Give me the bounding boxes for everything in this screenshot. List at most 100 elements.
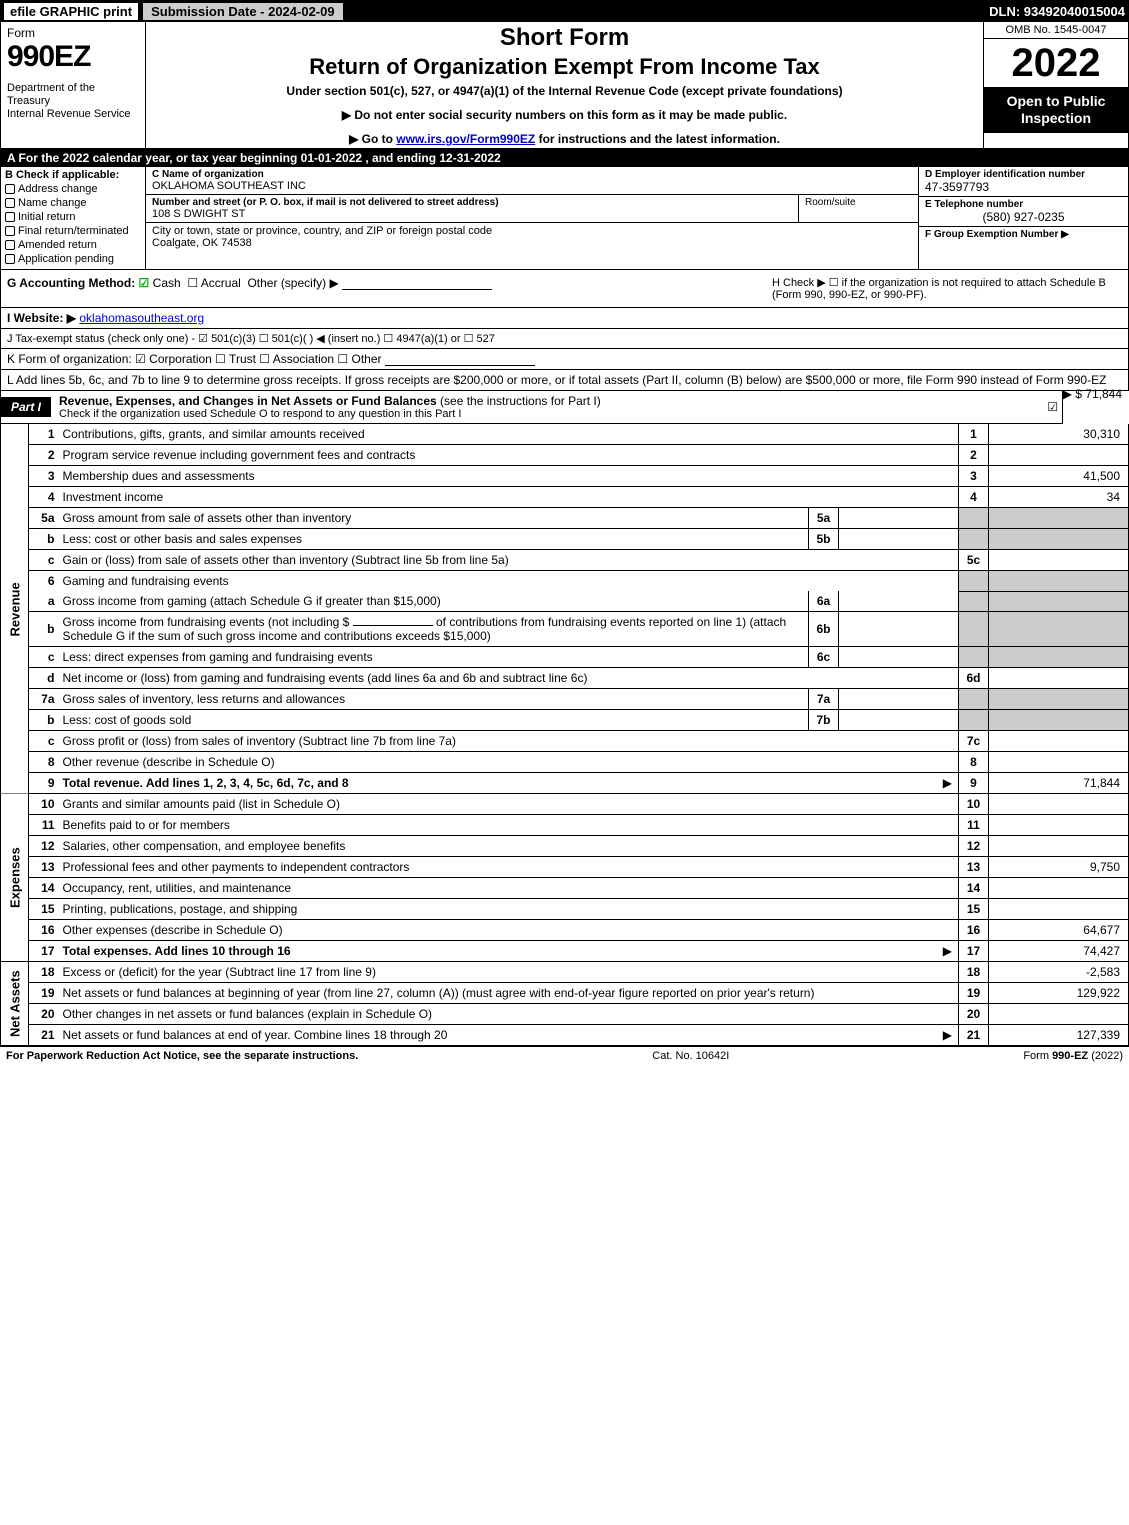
sub-val[interactable] — [839, 689, 959, 710]
num-shade — [959, 689, 989, 710]
row-l-gross-receipts: L Add lines 5b, 6c, and 7b to line 9 to … — [0, 370, 1129, 391]
schedule-o-check[interactable]: ☑ — [1044, 400, 1062, 414]
sub-val[interactable] — [839, 591, 959, 612]
part1-tab: Part I — [1, 397, 51, 417]
row-i-website: I Website: ▶ oklahomasoutheast.org — [0, 308, 1129, 329]
num: 2 — [959, 445, 989, 466]
num: 21 — [959, 1025, 989, 1046]
chk-address-change[interactable] — [5, 184, 15, 194]
num-shade — [959, 710, 989, 731]
omb-number: OMB No. 1545-0047 — [984, 22, 1128, 39]
desc: Salaries, other compensation, and employ… — [63, 839, 346, 853]
ln: 10 — [29, 794, 57, 815]
val: 34 — [989, 487, 1129, 508]
ln: 14 — [29, 878, 57, 899]
desc: Investment income — [63, 490, 164, 504]
val — [989, 752, 1129, 773]
val — [989, 815, 1129, 836]
val-shade — [989, 647, 1129, 668]
col-c-org: C Name of organization OKLAHOMA SOUTHEAS… — [146, 167, 918, 269]
num: 5c — [959, 550, 989, 571]
part1-table: Revenue 1 Contributions, gifts, grants, … — [0, 424, 1129, 1046]
chk-amended-return[interactable] — [5, 240, 15, 250]
ln: c — [29, 731, 57, 752]
chk-final-return[interactable] — [5, 226, 15, 236]
desc: Gain or (loss) from sale of assets other… — [63, 553, 509, 567]
desc: Excess or (deficit) for the year (Subtra… — [63, 965, 376, 979]
sub-val[interactable] — [839, 612, 959, 647]
desc: Benefits paid to or for members — [63, 818, 230, 832]
row-j-tax-exempt: J Tax-exempt status (check only one) - ☑… — [0, 329, 1129, 349]
desc: Printing, publications, postage, and shi… — [63, 902, 298, 916]
val — [989, 836, 1129, 857]
header-center: Short Form Return of Organization Exempt… — [146, 22, 983, 148]
sub-val[interactable] — [839, 710, 959, 731]
part1-sub: Check if the organization used Schedule … — [59, 408, 1036, 420]
ln: b — [29, 612, 57, 647]
val-shade — [989, 591, 1129, 612]
sub-num: 6b — [809, 612, 839, 647]
desc: Membership dues and assessments — [63, 469, 255, 483]
chk-name-change[interactable] — [5, 198, 15, 208]
desc: Gross amount from sale of assets other t… — [63, 511, 352, 525]
ssn-note: ▶ Do not enter social security numbers o… — [152, 108, 977, 122]
org-name-label: C Name of organization — [152, 169, 912, 180]
val — [989, 794, 1129, 815]
val: 41,500 — [989, 466, 1129, 487]
num: 11 — [959, 815, 989, 836]
form-word: Form — [7, 26, 139, 40]
desc: Net assets or fund balances at beginning… — [63, 986, 815, 1000]
contrib-blank[interactable] — [353, 625, 433, 626]
ln: 7a — [29, 689, 57, 710]
val-shade — [989, 689, 1129, 710]
sub-val[interactable] — [839, 647, 959, 668]
org-info-section: B Check if applicable: Address change Na… — [0, 167, 1129, 270]
ln: 1 — [29, 424, 57, 445]
ln: 5a — [29, 508, 57, 529]
row-h: H Check ▶ ☐ if the organization is not r… — [772, 276, 1122, 301]
chk-application-pending[interactable] — [5, 254, 15, 264]
desc: Other expenses (describe in Schedule O) — [63, 923, 283, 937]
irs-link[interactable]: www.irs.gov/Form990EZ — [396, 132, 535, 146]
side-expenses: Expenses — [1, 794, 29, 962]
ln: 21 — [29, 1025, 57, 1046]
desc: Net income or (loss) from gaming and fun… — [63, 671, 588, 685]
department: Department of the Treasury Internal Reve… — [7, 82, 139, 122]
sub-val[interactable] — [839, 508, 959, 529]
part1-title-text: Revenue, Expenses, and Changes in Net As… — [59, 394, 437, 408]
ln: 16 — [29, 920, 57, 941]
val-shade — [989, 571, 1129, 592]
num: 8 — [959, 752, 989, 773]
addr: 108 S DWIGHT ST — [152, 208, 792, 220]
desc: Less: cost of goods sold — [63, 713, 192, 727]
sub-val[interactable] — [839, 529, 959, 550]
ln: 6 — [29, 571, 57, 592]
other-specify-line[interactable] — [342, 278, 492, 290]
num: 20 — [959, 1004, 989, 1025]
val-shade — [989, 508, 1129, 529]
sub-num: 6a — [809, 591, 839, 612]
num-shade — [959, 571, 989, 592]
num: 16 — [959, 920, 989, 941]
other-org-line[interactable] — [385, 354, 535, 366]
other-label: Other (specify) ▶ — [247, 276, 338, 290]
ln: 20 — [29, 1004, 57, 1025]
tel-label: E Telephone number — [925, 199, 1122, 210]
val — [989, 550, 1129, 571]
b-label: B Check if applicable: — [5, 169, 141, 181]
chk-initial-return[interactable] — [5, 212, 15, 222]
desc: Gross profit or (loss) from sales of inv… — [63, 734, 456, 748]
desc: Other revenue (describe in Schedule O) — [63, 755, 275, 769]
accrual-label: Accrual — [201, 276, 241, 290]
val: 129,922 — [989, 983, 1129, 1004]
num: 12 — [959, 836, 989, 857]
desc: Grants and similar amounts paid (list in… — [63, 797, 340, 811]
col-d: D Employer identification number 47-3597… — [918, 167, 1128, 269]
ln: c — [29, 550, 57, 571]
desc: Program service revenue including govern… — [63, 448, 416, 462]
ln: 17 — [29, 941, 57, 962]
row-a-tax-year: A For the 2022 calendar year, or tax yea… — [0, 149, 1129, 167]
num: 4 — [959, 487, 989, 508]
group-exemption-label: F Group Exemption Number ▶ — [925, 229, 1122, 240]
website-link[interactable]: oklahomasoutheast.org — [79, 311, 204, 325]
